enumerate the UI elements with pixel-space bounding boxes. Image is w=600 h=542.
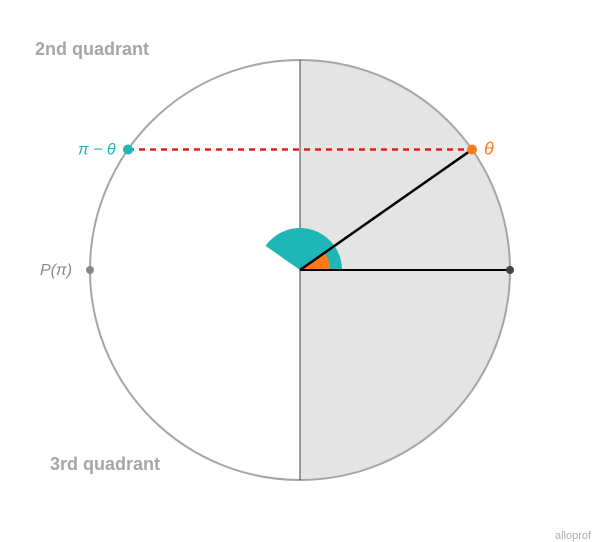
watermark: alloprof xyxy=(555,530,591,542)
p-pi-label: P(π) xyxy=(40,262,72,279)
quadrant-3-label: 3rd quadrant xyxy=(50,454,160,474)
point-pi-minus-theta xyxy=(123,145,133,155)
pi-minus-theta-label: π − θ xyxy=(78,142,116,159)
quadrant-2-label: 2nd quadrant xyxy=(35,39,149,59)
point-zero xyxy=(506,266,514,274)
theta-label: θ xyxy=(484,139,494,159)
point-theta xyxy=(467,145,477,155)
unit-circle-diagram: 2nd quadrant 3rd quadrant θ π − θ P(π) xyxy=(0,0,600,540)
point-pi xyxy=(86,266,94,274)
